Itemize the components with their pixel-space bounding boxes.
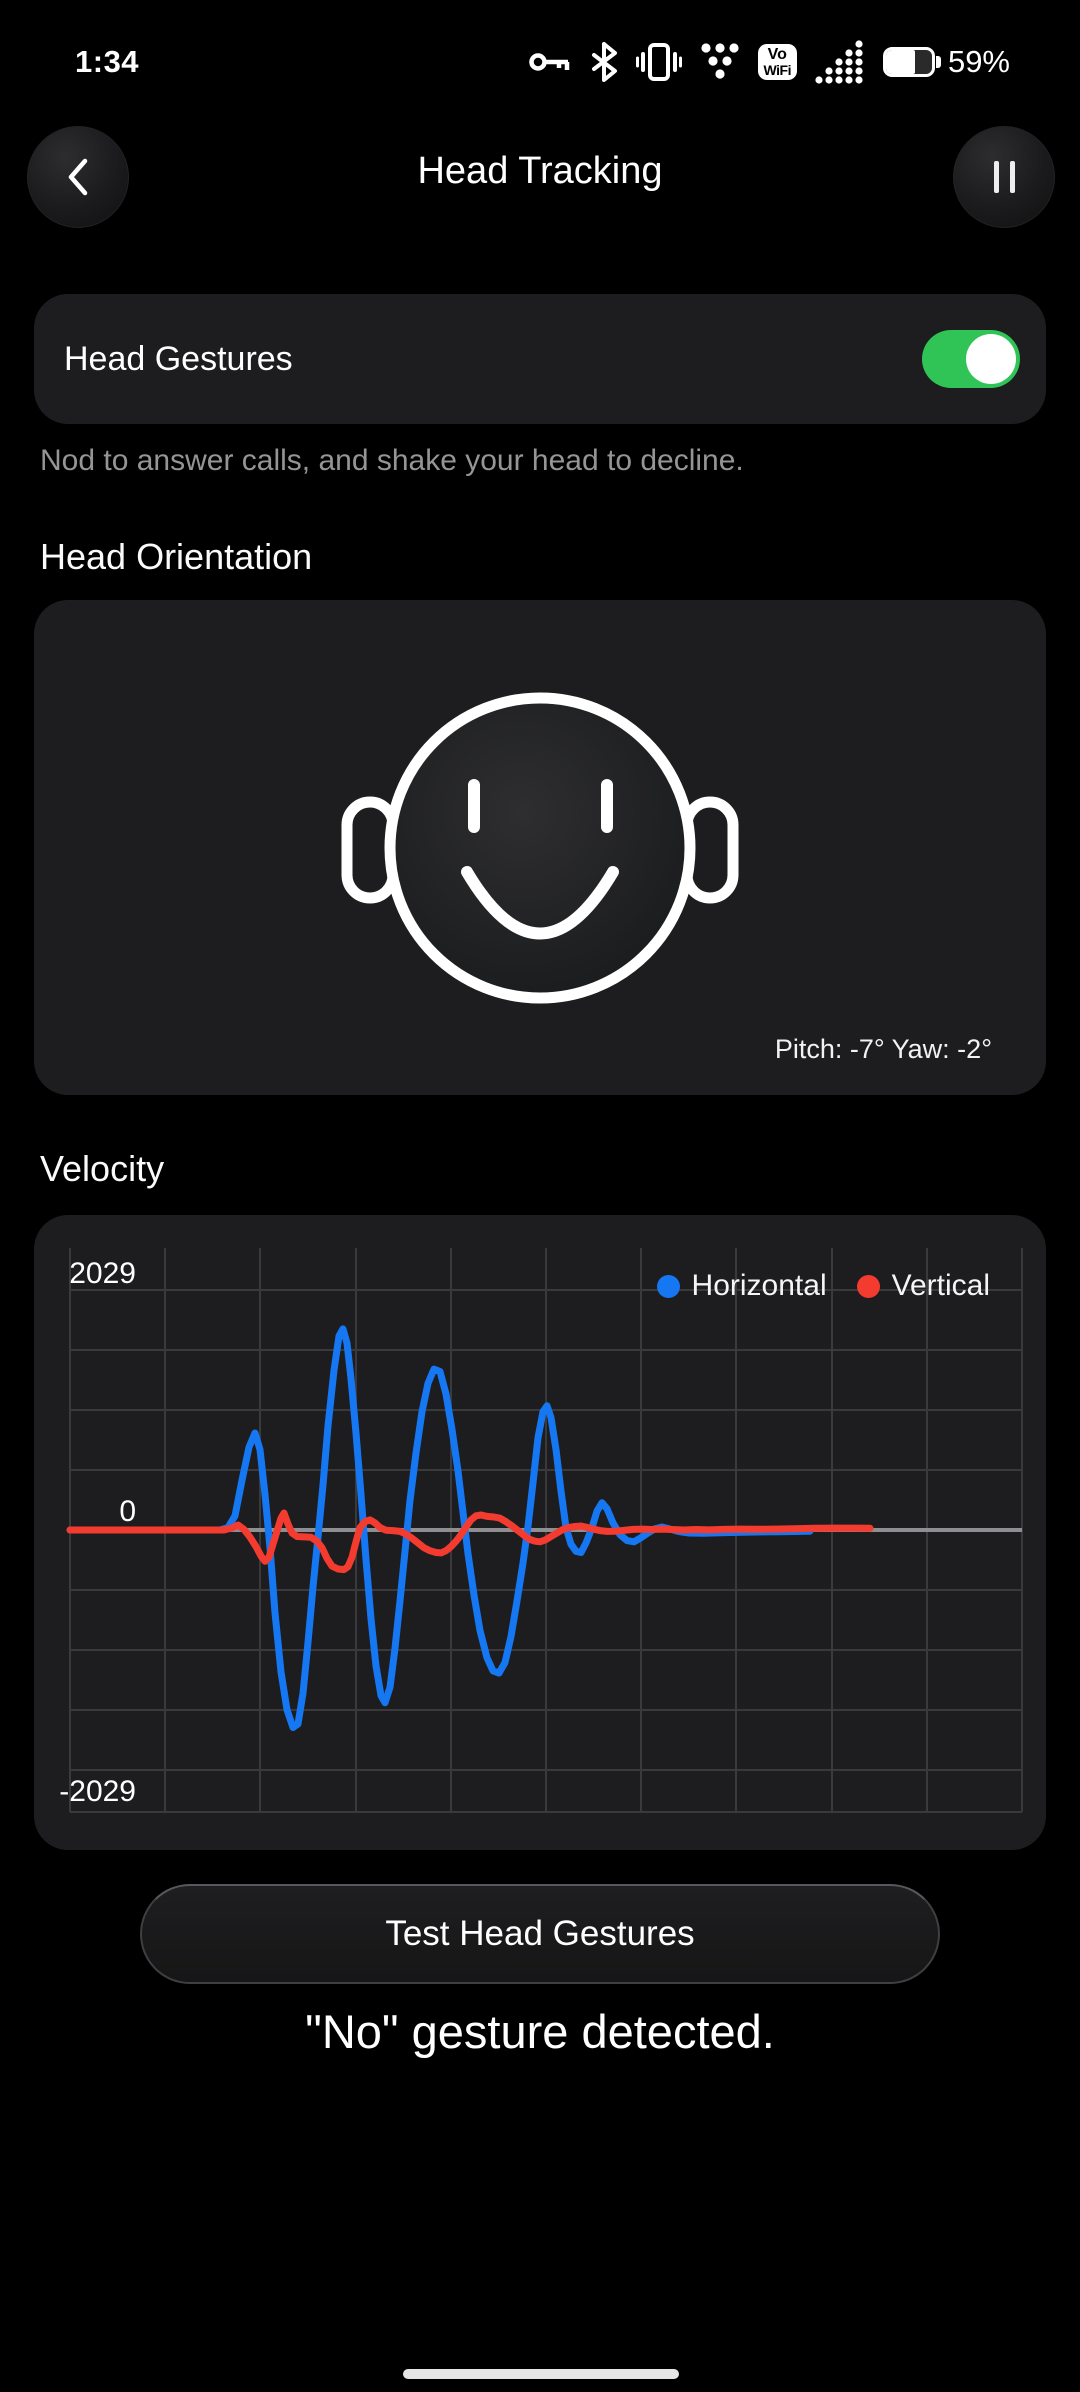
bluetooth-icon — [591, 42, 617, 82]
velocity-chart-card: 2029 0 -2029 Horizontal Vertical — [34, 1215, 1046, 1850]
home-indicator[interactable] — [403, 2369, 679, 2379]
head-gestures-card: Head Gestures — [34, 294, 1046, 424]
head-orientation-card: Pitch: -7° Yaw: -2° — [34, 600, 1046, 1095]
gesture-hint-text: Nod to answer calls, and shake your head… — [40, 444, 744, 477]
legend-item-horizontal: Horizontal — [656, 1269, 827, 1303]
legend-item-vertical: Vertical — [856, 1269, 990, 1303]
pause-icon — [993, 161, 1015, 193]
gesture-detected-text: "No" gesture detected. — [305, 2005, 775, 2058]
battery-icon — [882, 47, 943, 77]
face-graphic — [341, 692, 739, 1004]
back-chevron-icon — [68, 158, 88, 196]
clock: 1:34 — [75, 44, 140, 79]
test-button-label: Test Head Gestures — [385, 1914, 695, 1953]
legend-label: Horizontal — [691, 1269, 827, 1302]
legend-label: Vertical — [891, 1269, 990, 1302]
key-icon — [528, 53, 569, 71]
legend-dot — [656, 1274, 680, 1298]
section-title-velocity: Velocity — [40, 1148, 165, 1189]
vibrate-icon — [635, 43, 682, 81]
pause-button[interactable] — [953, 126, 1055, 228]
svg-text:0: 0 — [119, 1495, 136, 1528]
head-gestures-label: Head Gestures — [64, 339, 293, 378]
status-bar: 1:34 Vo WiFi — [0, 30, 1080, 94]
smile — [461, 866, 619, 940]
mobile-network-dots-icon — [700, 43, 739, 79]
status-icons: Vo WiFi 59% — [528, 30, 1010, 94]
signal-strength-icon — [815, 40, 863, 84]
battery-percent: 59% — [947, 44, 1010, 79]
toggle-knob — [966, 334, 1016, 384]
section-title-head-orientation: Head Orientation — [40, 536, 313, 577]
face-circle — [384, 692, 696, 1004]
svg-text:2029: 2029 — [69, 1257, 136, 1290]
pitch-yaw-readout: Pitch: -7° Yaw: -2° — [774, 1034, 992, 1064]
svg-text:-2029: -2029 — [59, 1775, 136, 1808]
vowifi-badge: Vo WiFi — [757, 44, 797, 80]
chart-legend: Horizontal Vertical — [656, 1269, 990, 1303]
legend-dot — [856, 1274, 880, 1298]
back-button[interactable] — [27, 126, 129, 228]
velocity-chart-svg: 2029 0 -2029 — [59, 1248, 1023, 1813]
head-gestures-toggle[interactable] — [922, 330, 1020, 388]
test-head-gestures-button[interactable]: Test Head Gestures — [140, 1884, 940, 1984]
page-title: Head Tracking — [417, 150, 663, 192]
